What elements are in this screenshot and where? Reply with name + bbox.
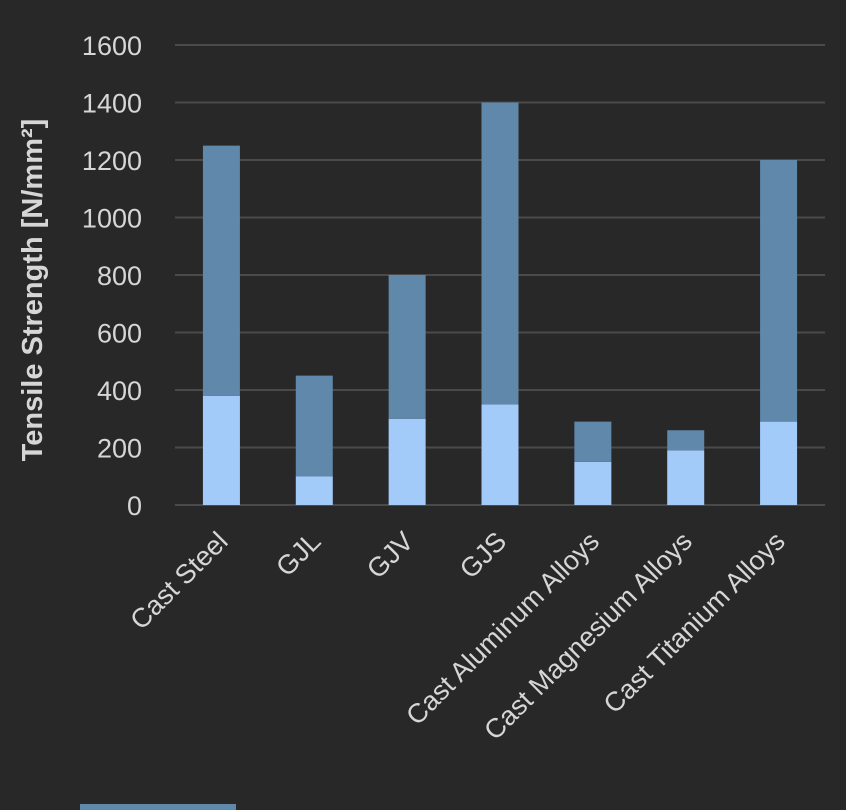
bar-segment	[295, 476, 333, 505]
bars	[202, 102, 798, 505]
bar-segment	[760, 421, 798, 505]
bar-segment	[574, 421, 612, 462]
bar-segment	[481, 102, 519, 405]
bar-segment	[667, 430, 705, 451]
bar-segment	[667, 450, 705, 505]
legend-swatch	[80, 804, 236, 810]
y-tick-label: 1000	[82, 204, 142, 234]
bar-segment	[574, 461, 612, 505]
bar-segment	[202, 145, 240, 396]
y-tick-label: 1400	[82, 89, 142, 119]
bar-segment	[388, 275, 426, 419]
y-tick-label: 1600	[82, 31, 142, 61]
bar-segment	[481, 404, 519, 505]
y-axis-title: Tensile Strength [N/mm²]	[17, 119, 49, 462]
legend	[80, 804, 236, 810]
y-tick-label: 600	[97, 319, 142, 349]
bar-segment	[760, 160, 798, 422]
bar-segment	[295, 375, 333, 477]
bar-segment	[388, 418, 426, 505]
y-tick-label: 400	[97, 376, 142, 406]
bar-segment	[202, 395, 240, 505]
y-tick-label: 800	[97, 261, 142, 291]
y-tick-label: 0	[127, 491, 142, 521]
y-axis-ticks: 0 200 400 600 800 1000 1200 1400 1600	[82, 31, 142, 521]
y-tick-label: 200	[97, 434, 142, 464]
y-tick-label: 1200	[82, 146, 142, 176]
